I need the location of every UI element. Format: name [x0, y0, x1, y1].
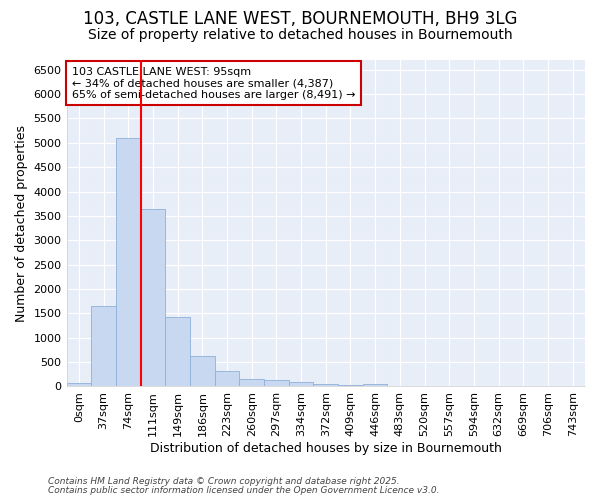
Bar [289, 382, 313, 386]
Y-axis label: Number of detached properties: Number of detached properties [15, 124, 28, 322]
Text: Contains public sector information licensed under the Open Government Licence v3: Contains public sector information licen… [48, 486, 439, 495]
Text: 103, CASTLE LANE WEST, BOURNEMOUTH, BH9 3LG: 103, CASTLE LANE WEST, BOURNEMOUTH, BH9 … [83, 10, 517, 28]
Text: 103 CASTLE LANE WEST: 95sqm
← 34% of detached houses are smaller (4,387)
65% of : 103 CASTLE LANE WEST: 95sqm ← 34% of det… [72, 66, 355, 100]
Bar [215, 371, 239, 386]
Bar [91, 306, 116, 386]
Bar [116, 138, 140, 386]
Bar [239, 378, 264, 386]
Text: Contains HM Land Registry data © Crown copyright and database right 2025.: Contains HM Land Registry data © Crown c… [48, 477, 400, 486]
Bar [363, 384, 388, 386]
Text: Size of property relative to detached houses in Bournemouth: Size of property relative to detached ho… [88, 28, 512, 42]
Bar [313, 384, 338, 386]
Bar [190, 356, 215, 386]
Bar [67, 383, 91, 386]
Bar [264, 380, 289, 386]
Bar [165, 317, 190, 386]
Bar [338, 385, 363, 386]
X-axis label: Distribution of detached houses by size in Bournemouth: Distribution of detached houses by size … [150, 442, 502, 455]
Bar [140, 208, 165, 386]
